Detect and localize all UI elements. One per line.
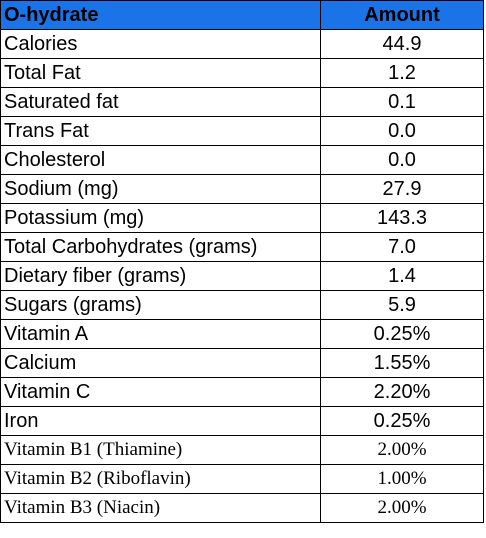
nutrient-amount: 44.9: [320, 29, 484, 59]
table-row: Vitamin B3 (Niacin) 2.00%: [0, 493, 484, 523]
table-row: Saturated fat 0.1: [0, 87, 484, 117]
nutrient-amount: 2.00%: [320, 435, 484, 465]
column-header-amount: Amount: [320, 0, 484, 30]
nutrient-amount: 1.4: [320, 261, 484, 291]
nutrient-amount: 27.9: [320, 174, 484, 204]
nutrient-name: Vitamin B1 (Thiamine): [0, 435, 321, 465]
nutrient-amount: 1.00%: [320, 464, 484, 494]
table-row: Calories 44.9: [0, 29, 484, 59]
nutrient-name: Vitamin B3 (Niacin): [0, 493, 321, 523]
nutrient-name: Iron: [0, 406, 321, 436]
table-row: Dietary fiber (grams) 1.4: [0, 261, 484, 291]
nutrient-amount: 0.25%: [320, 406, 484, 436]
table-row: Calcium 1.55%: [0, 348, 484, 378]
table-row: Vitamin A 0.25%: [0, 319, 484, 349]
table-row: Vitamin B2 (Riboflavin) 1.00%: [0, 464, 484, 494]
nutrient-amount: 1.55%: [320, 348, 484, 378]
nutrient-name: Total Fat: [0, 58, 321, 88]
nutrient-name: Dietary fiber (grams): [0, 261, 321, 291]
nutrient-name: Trans Fat: [0, 116, 321, 146]
table-row: Sugars (grams) 5.9: [0, 290, 484, 320]
nutrient-amount: 5.9: [320, 290, 484, 320]
table-row: Potassium (mg) 143.3: [0, 203, 484, 233]
column-header-name: O-hydrate: [0, 0, 321, 30]
nutrient-name: Sugars (grams): [0, 290, 321, 320]
nutrient-amount: 0.1: [320, 87, 484, 117]
nutrient-name: Sodium (mg): [0, 174, 321, 204]
nutrient-name: Vitamin A: [0, 319, 321, 349]
nutrient-amount: 143.3: [320, 203, 484, 233]
nutrient-amount: 2.00%: [320, 493, 484, 523]
table-row: Total Fat 1.2: [0, 58, 484, 88]
nutrient-amount: 1.2: [320, 58, 484, 88]
nutrient-amount: 7.0: [320, 232, 484, 262]
table-row: Vitamin B1 (Thiamine) 2.00%: [0, 435, 484, 465]
nutrient-amount: 0.25%: [320, 319, 484, 349]
nutrient-amount: 2.20%: [320, 377, 484, 407]
table-header-row: O-hydrate Amount: [0, 0, 484, 30]
nutrient-name: Potassium (mg): [0, 203, 321, 233]
nutrient-amount: 0.0: [320, 145, 484, 175]
nutrient-name: Vitamin B2 (Riboflavin): [0, 464, 321, 494]
nutrient-name: Saturated fat: [0, 87, 321, 117]
table-row: Total Carbohydrates (grams) 7.0: [0, 232, 484, 262]
table-row: Cholesterol 0.0: [0, 145, 484, 175]
table-row: Trans Fat 0.0: [0, 116, 484, 146]
nutrient-name: Calcium: [0, 348, 321, 378]
table-row: Iron 0.25%: [0, 406, 484, 436]
nutrient-name: Calories: [0, 29, 321, 59]
nutrition-table: O-hydrate Amount Calories 44.9 Total Fat…: [0, 0, 484, 523]
nutrient-amount: 0.0: [320, 116, 484, 146]
nutrient-name: Vitamin C: [0, 377, 321, 407]
nutrient-name: Cholesterol: [0, 145, 321, 175]
table-row: Sodium (mg) 27.9: [0, 174, 484, 204]
nutrient-name: Total Carbohydrates (grams): [0, 232, 321, 262]
table-row: Vitamin C 2.20%: [0, 377, 484, 407]
